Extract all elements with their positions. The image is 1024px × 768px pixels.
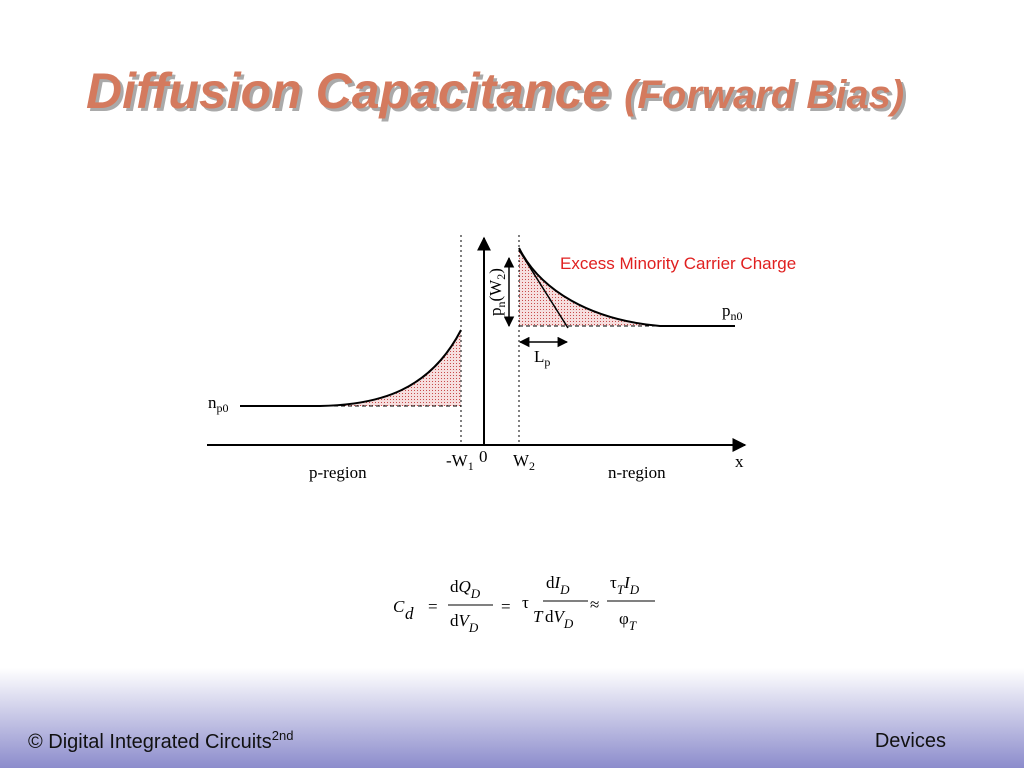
formula-part: I	[554, 573, 562, 592]
title-shadow: Diffusion Capacitance (Forward Bias)	[89, 66, 907, 122]
label-sub: p0	[217, 401, 229, 415]
formula-part: τ	[522, 593, 529, 612]
p-side-charge	[320, 330, 461, 406]
formula-part: d	[450, 577, 459, 596]
title: Diffusion Capacitance (Forward Bias)	[86, 63, 904, 119]
footer-text: © Digital Integrated Circuits	[28, 731, 272, 753]
label-part: -W	[446, 451, 469, 470]
pnw2-label: pn(W2)	[486, 268, 508, 316]
label-sub: n	[494, 302, 508, 308]
formula-frac: dQD	[450, 577, 481, 601]
formula-frac: φT	[619, 609, 637, 633]
formula-part: V	[459, 611, 472, 630]
title-paren: (Forward Bias)	[624, 73, 904, 117]
formula-part: C	[393, 597, 405, 616]
lp-label: Lp	[534, 347, 550, 369]
label-sub: 2	[494, 274, 508, 280]
p-region-label: p-region	[309, 463, 367, 482]
formula-part: τ	[610, 573, 617, 592]
zero-label: 0	[479, 447, 488, 466]
diagram	[207, 235, 747, 452]
np0-label: np0	[208, 393, 229, 415]
label-part: n	[208, 393, 217, 412]
n-curve	[518, 247, 735, 327]
w1-label: -W1	[446, 451, 474, 473]
n-region-label: n-region	[608, 463, 666, 482]
label-part: L	[534, 347, 544, 366]
label-part: W	[513, 451, 530, 470]
formula-part: D	[559, 582, 570, 597]
formula-part: D	[629, 582, 640, 597]
title-main: Diffusion Capacitance	[86, 63, 610, 119]
tangent	[518, 249, 569, 329]
formula-part: d	[450, 611, 459, 630]
footer-right: Devices	[875, 730, 946, 752]
label-sub: 1	[468, 459, 474, 473]
label-part: (W	[486, 279, 505, 302]
formula-part: φ	[619, 609, 629, 628]
formula-part: V	[554, 607, 567, 626]
label-part: )	[486, 268, 505, 274]
label-sub: n0	[731, 309, 743, 323]
formula-part: Q	[459, 577, 471, 596]
formula: C d = dQD dVD = τ T dID dVD ≈ τTID φT	[393, 573, 655, 635]
label-part: p	[486, 308, 505, 317]
w2-label: W2	[513, 451, 535, 473]
formula-frac: dVD	[545, 607, 574, 631]
formula-part: d	[405, 604, 414, 623]
footer-left: © Digital Integrated Circuits2nd	[28, 728, 293, 753]
formula-part: D	[468, 620, 479, 635]
formula-part: T	[629, 618, 637, 633]
formula-part: D	[563, 616, 574, 631]
label-sub: p	[544, 355, 550, 369]
formula-part: =	[428, 597, 438, 616]
title-main: Diffusion Capacitance	[89, 66, 613, 122]
formula-frac: dVD	[450, 611, 479, 635]
formula-part: d	[546, 573, 555, 592]
formula-part: I	[623, 573, 631, 592]
annotation: Excess Minority Carrier Charge	[560, 254, 796, 273]
footer-sup: 2nd	[272, 728, 294, 743]
formula-part: =	[501, 597, 511, 616]
formula-frac: τTID	[610, 573, 640, 597]
formula-part: ≈	[590, 595, 599, 614]
footer-band	[0, 668, 1024, 768]
title-paren: (Forward Bias)	[627, 76, 907, 120]
formula-part: T	[617, 582, 625, 597]
formula-part: D	[470, 586, 481, 601]
formula-part: T	[533, 607, 544, 626]
label-sub: 2	[529, 459, 535, 473]
x-label: x	[735, 452, 744, 471]
formula-frac: dID	[546, 573, 570, 597]
formula-part: d	[545, 607, 554, 626]
label-part: p	[722, 301, 731, 320]
pn0-label: pn0	[722, 301, 743, 323]
